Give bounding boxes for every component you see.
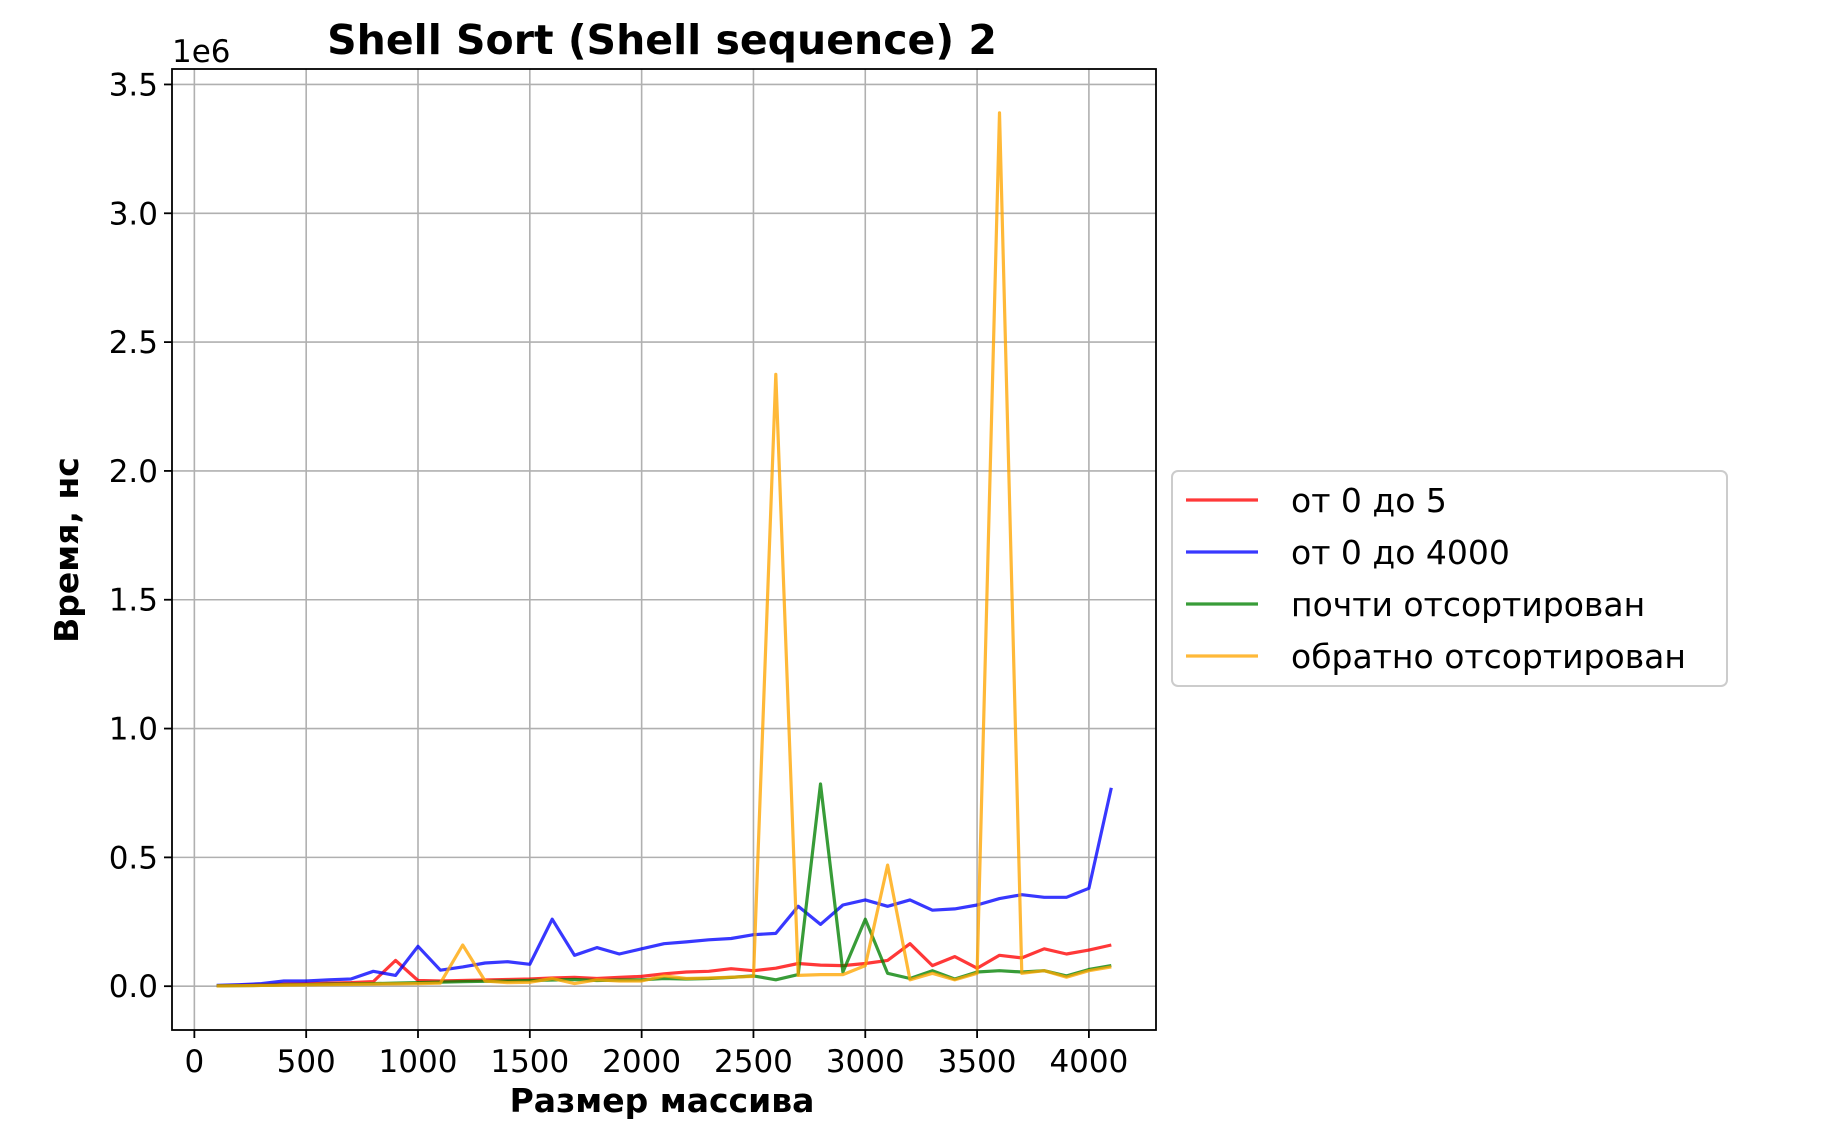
y-axis-ticks: 0.0 0.5 1.0 1.5 2.0 2.5 3.0 3.5 <box>109 67 172 1005</box>
y-axis-offset-label: 1e6 <box>172 34 231 70</box>
y-tick-label: 3.0 <box>109 196 158 232</box>
y-tick-label: 2.0 <box>109 454 158 490</box>
x-tick-label: 4000 <box>1049 1044 1128 1080</box>
series-line-1 <box>216 942 1112 988</box>
y-tick-label: 3.5 <box>109 67 158 103</box>
legend-label: почти отсортирован <box>1291 585 1645 624</box>
y-tick-label: 1.5 <box>109 583 158 619</box>
legend-label: от 0 до 4000 <box>1291 533 1510 572</box>
grid <box>172 69 1156 1030</box>
plot-frame <box>171 68 1157 1031</box>
x-tick-label: 2500 <box>714 1044 793 1080</box>
series-line-4 <box>216 111 1112 988</box>
y-tick-label: 0.5 <box>109 840 158 876</box>
legend-label: от 0 до 5 <box>1291 481 1447 520</box>
legend-label: обратно отсортирован <box>1291 637 1686 676</box>
plot-lines <box>216 111 1113 988</box>
x-tick-label: 1500 <box>490 1044 569 1080</box>
series-line-2 <box>216 787 1113 987</box>
legend: от 0 до 5 от 0 до 4000 почти отсортирован о… <box>1171 470 1728 687</box>
x-tick-label: 1000 <box>379 1044 458 1080</box>
y-tick-label: 0.0 <box>109 969 158 1005</box>
y-tick-label: 1.0 <box>109 712 158 748</box>
x-tick-label: 2000 <box>602 1044 681 1080</box>
x-axis-ticks: 0 500 1000 1500 2000 2500 3000 3500 4000 <box>184 1030 1128 1080</box>
y-tick-label: 2.5 <box>109 325 158 361</box>
x-tick-label: 0 <box>184 1044 204 1080</box>
x-tick-label: 500 <box>277 1044 336 1080</box>
x-axis-label: Размер массива <box>510 1081 815 1120</box>
chart-title: Shell Sort (Shell sequence) 2 <box>327 16 997 64</box>
legend-box <box>1171 470 1728 687</box>
x-tick-label: 3000 <box>826 1044 905 1080</box>
y-axis-label: Время, нс <box>47 457 86 643</box>
x-tick-label: 3500 <box>938 1044 1017 1080</box>
